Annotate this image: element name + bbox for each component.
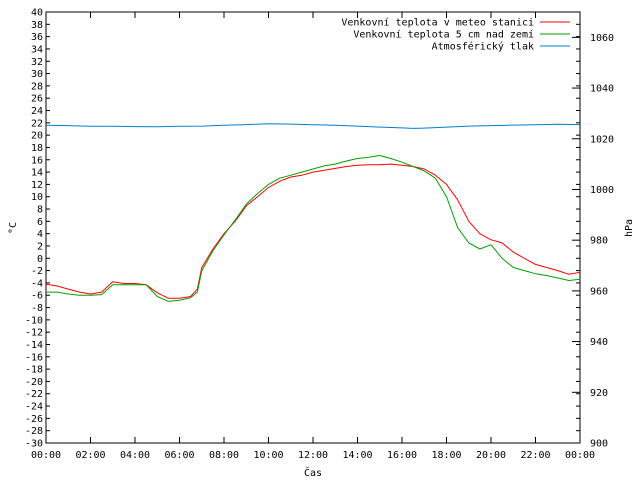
y-tick-label: -14 (25, 340, 43, 351)
y-tick-label: 16 (31, 155, 43, 166)
y-tick-label: -8 (31, 303, 43, 314)
y2-tick-label: 900 (590, 439, 608, 450)
y-tick-label: 4 (37, 229, 43, 240)
y-tick-label: -26 (25, 414, 43, 425)
y-tick-label: -20 (25, 377, 43, 388)
y-tick-label: -24 (25, 402, 43, 413)
y-axis-label: °C (8, 222, 19, 234)
y-tick-label: 32 (31, 57, 43, 68)
x-tick-label: 20:00 (476, 450, 506, 461)
y2-tick-label: 1000 (590, 185, 614, 196)
series-line-1 (45, 163, 581, 299)
plot-frame-group (45, 11, 581, 444)
y-tick-label: 30 (31, 69, 43, 80)
y2-tick-label: 960 (590, 286, 608, 297)
y-axis-ticks: -30-28-26-24-22-20-18-16-14-12-10-8-6-4-… (25, 8, 580, 450)
x-tick-label: 12:00 (298, 450, 328, 461)
legend-label: Venkovní teplota v meteo stanici (341, 17, 534, 29)
x-tick-label: 16:00 (387, 450, 417, 461)
x-tick-label: 04:00 (120, 450, 150, 461)
x-tick-label: 00:00 (565, 450, 595, 461)
y2-tick-label: 940 (590, 337, 608, 348)
y2-tick-label: 920 (590, 388, 608, 399)
y-tick-label: 20 (31, 131, 43, 142)
legend: Venkovní teplota v meteo staniciVenkovní… (341, 17, 570, 53)
legend-label: Venkovní teplota 5 cm nad zemí (353, 29, 534, 41)
y2-axis-ticks: 900 920 940 960 980 1000 1020 1040 1060 (572, 33, 614, 450)
y-tick-label: 10 (31, 192, 43, 203)
y-tick-label: 34 (31, 44, 43, 55)
y-tick-label: 28 (31, 81, 43, 92)
x-tick-label: 06:00 (164, 450, 194, 461)
y-tick-label: 8 (37, 205, 43, 216)
y-tick-label: 12 (31, 180, 43, 191)
x-tick-label: 14:00 (342, 450, 372, 461)
y-tick-label: -6 (31, 291, 43, 302)
y-tick-label: -12 (25, 328, 43, 339)
y-tick-label: 38 (31, 20, 43, 31)
x-axis-ticks: 00:00 02:00 04:00 06:00 08:00 10:00 12:00 14:00… (31, 12, 595, 461)
y2-axis-label: hPa (624, 219, 635, 237)
y2-tick-label: 980 (590, 236, 608, 247)
series-line-2 (46, 155, 581, 302)
y-tick-label: -10 (25, 315, 43, 326)
legend-label: Atmosférický tlak (432, 41, 534, 53)
y-tick-label: -30 (25, 439, 43, 450)
y-tick-label: 36 (31, 32, 43, 43)
y-tick-label: 24 (31, 106, 43, 117)
y-tick-label: 26 (31, 94, 43, 105)
y-tick-label: -28 (25, 426, 43, 437)
y-tick-label: 22 (31, 118, 43, 129)
series-group (45, 123, 581, 302)
y2-tick-label: 1020 (590, 134, 614, 145)
y2-tick-label: 1040 (590, 84, 614, 95)
x-tick-label: 18:00 (431, 450, 461, 461)
x-tick-label: 02:00 (75, 450, 105, 461)
y2-tick-label: 1060 (590, 33, 614, 44)
x-tick-label: 00:00 (31, 450, 61, 461)
y-tick-label: 18 (31, 143, 43, 154)
y-tick-label: -22 (25, 389, 43, 400)
x-axis-label: Čas (304, 466, 322, 479)
y-tick-label: -16 (25, 352, 43, 363)
y-tick-label: -2 (31, 266, 43, 277)
x-tick-label: 22:00 (520, 450, 550, 461)
series-line-3 (45, 123, 581, 129)
y-tick-label: 14 (31, 168, 43, 179)
x-tick-label: 10:00 (253, 450, 283, 461)
y-tick-label: 40 (31, 8, 43, 19)
y-tick-label: -18 (25, 365, 43, 376)
y-tick-label: 6 (37, 217, 43, 228)
plot-frame (45, 11, 581, 444)
y-tick-label: -4 (31, 278, 43, 289)
y-tick-label: 0 (37, 254, 43, 265)
y-tick-label: 2 (37, 241, 43, 252)
x-tick-label: 08:00 (209, 450, 239, 461)
